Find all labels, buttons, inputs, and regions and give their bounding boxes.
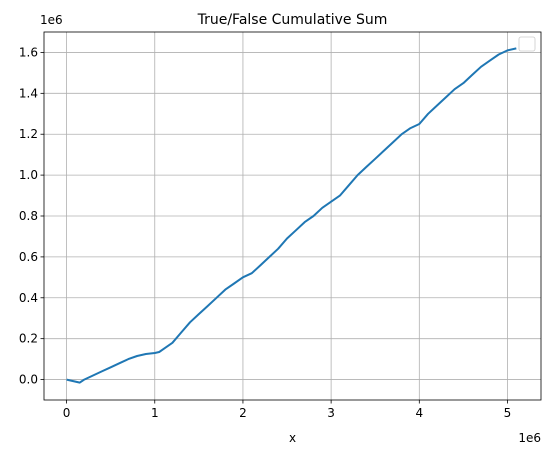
y-tick-label: 0.0 (19, 373, 38, 387)
x-tick-label: 3 (327, 406, 335, 420)
y-tick-label: 0.2 (19, 332, 38, 346)
series-line-0 (66, 47, 517, 384)
y-axis-ticks: 0.0 0.2 0.4 0.6 0.8 1.0 1.2 1.4 1.6 (19, 45, 44, 387)
y-axis-offset-label: 1e6 (40, 13, 63, 27)
y-tick-label: 1.0 (19, 168, 38, 182)
x-axis-label: x (289, 431, 296, 445)
x-tick-label: 1 (151, 406, 159, 420)
y-tick-label: 0.4 (19, 291, 38, 305)
y-tick-label: 1.2 (19, 127, 38, 141)
x-axis-ticks: 0 1 2 3 4 5 (63, 400, 512, 420)
legend-box (518, 36, 536, 52)
y-tick-label: 0.8 (19, 209, 38, 223)
series-layer (66, 47, 517, 384)
y-tick-label: 0.6 (19, 250, 38, 264)
chart-title: True/False Cumulative Sum (197, 12, 388, 28)
grid-lines (44, 32, 541, 400)
y-tick-label: 1.6 (19, 45, 38, 59)
x-tick-label: 4 (415, 406, 423, 420)
x-tick-label: 0 (63, 406, 71, 420)
x-axis-offset-label: 1e6 (518, 431, 541, 445)
y-tick-label: 1.4 (19, 86, 38, 100)
x-tick-label: 2 (239, 406, 247, 420)
x-tick-label: 5 (504, 406, 512, 420)
